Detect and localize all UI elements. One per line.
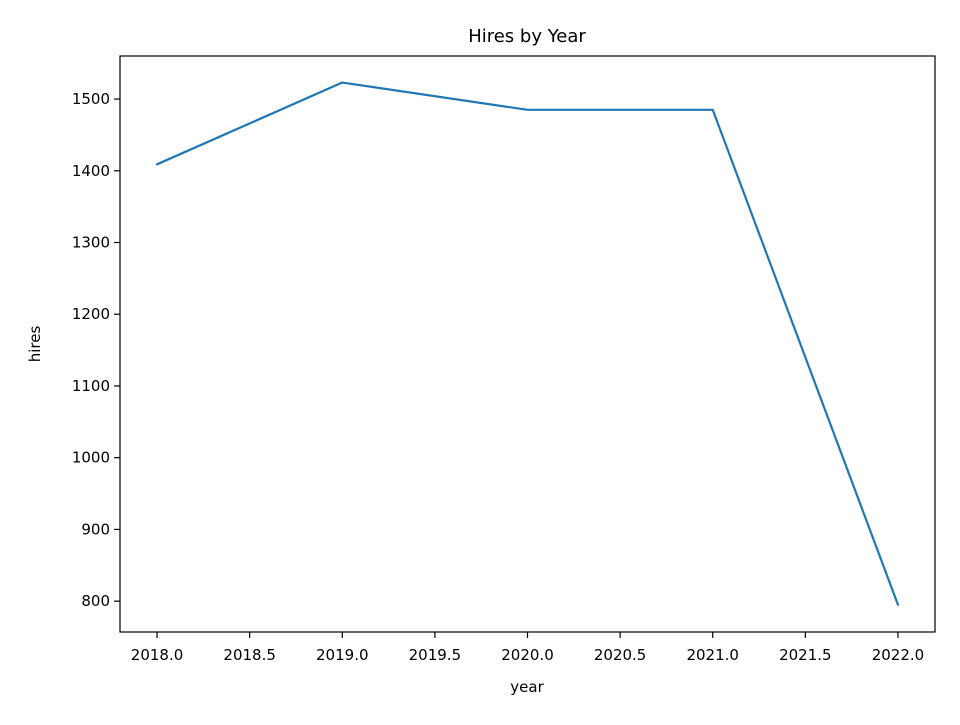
x-tick-label: 2018.0	[131, 646, 184, 664]
y-tick-label: 900	[81, 520, 110, 538]
y-tick-label: 1000	[72, 449, 110, 467]
series-line-hires	[155, 81, 900, 606]
x-tick-label: 2018.5	[223, 646, 276, 664]
x-tick-label: 2022.0	[872, 646, 925, 664]
y-tick-label: 1400	[72, 162, 110, 180]
x-tick-label: 2021.5	[779, 646, 832, 664]
plot-area-frame	[119, 55, 936, 633]
x-tick-label: 2020.5	[594, 646, 647, 664]
y-tick-label: 1100	[72, 377, 110, 395]
y-tick-label: 800	[81, 592, 110, 610]
y-axis-title: hires	[26, 326, 44, 363]
x-tick-label: 2019.0	[316, 646, 369, 664]
y-tick-label: 1300	[72, 234, 110, 252]
x-tick-label: 2020.0	[501, 646, 554, 664]
chart-title: Hires by Year	[468, 26, 586, 47]
x-axis: 2018.0 2018.5 2019.0 2019.5 2020.0 2020.5 2021…	[131, 632, 924, 664]
x-axis-title: year	[510, 678, 544, 696]
x-tick-label: 2019.5	[409, 646, 462, 664]
x-tick-label: 2021.0	[686, 646, 739, 664]
y-tick-label: 1200	[72, 305, 110, 323]
y-axis: 800 900 1000 1100 1200 1300 1400 1500	[72, 90, 120, 610]
y-tick-label: 1500	[72, 90, 110, 108]
